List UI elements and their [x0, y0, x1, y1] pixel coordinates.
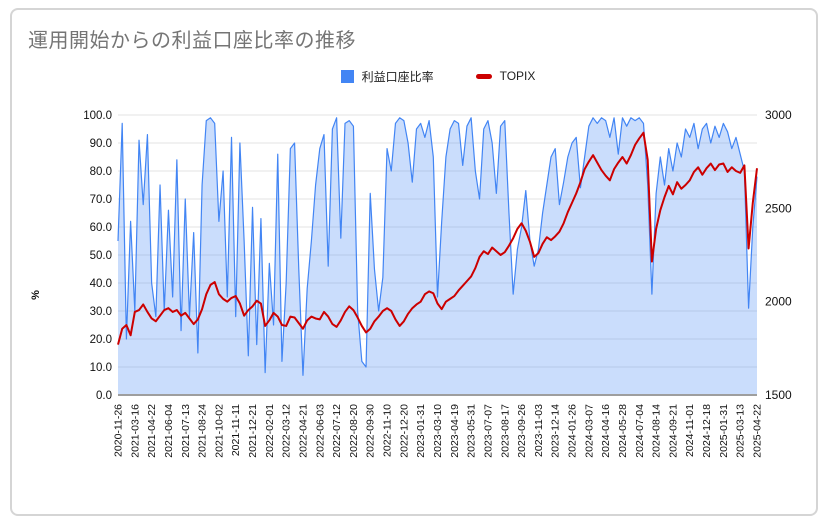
x-tick-label: 2023-05-31	[466, 404, 478, 458]
topix-line	[117, 131, 758, 345]
x-tick-label: 2021-12-21	[247, 404, 259, 458]
x-tick-label: 2021-06-04	[163, 404, 175, 458]
legend-item-topix: TOPIX	[475, 69, 536, 83]
x-tick-label: 2022-07-12	[331, 404, 343, 458]
x-tick-label: 2022-09-30	[365, 404, 377, 458]
profit-ratio-area-fill	[118, 117, 757, 396]
x-tick-label: 2024-11-01	[684, 404, 696, 457]
chart-title: 運用開始からの利益口座比率の推移	[28, 30, 356, 52]
x-tick-label: 2024-05-28	[617, 404, 629, 458]
y-tick-label-left: 20.0	[90, 334, 112, 346]
x-tick-label: 2021-08-24	[197, 404, 209, 458]
x-tick-label: 2022-11-10	[382, 404, 394, 457]
y-tick-label-left: 100.0	[83, 110, 112, 122]
x-tick-label: 2025-01-31	[718, 404, 730, 458]
x-tick-label: 2022-03-12	[281, 404, 293, 458]
chart-card	[10, 8, 818, 516]
x-tick-label: 2024-12-18	[701, 404, 713, 458]
y-tick-label-left: 60.0	[90, 222, 112, 234]
y-tick-label-right: 3000	[765, 108, 792, 122]
x-tick-label: 2024-04-16	[600, 404, 612, 458]
x-tick-label: 2022-12-20	[398, 404, 410, 458]
x-tick-label: 2024-01-26	[567, 404, 579, 458]
x-tick-label: 2024-07-04	[634, 404, 646, 458]
x-tick-label: 2022-06-03	[314, 404, 326, 458]
legend: 利益口座比率 TOPIX	[118, 66, 758, 86]
y-tick-label-left: 10.0	[90, 362, 112, 374]
x-tick-label: 2021-04-22	[146, 404, 158, 458]
topix-swatch-icon	[475, 73, 492, 79]
x-tick-label: 2023-04-19	[449, 404, 461, 458]
legend-label-topix: TOPIX	[499, 69, 536, 83]
x-tick-label: 2023-12-14	[550, 404, 562, 458]
x-tick-label: 2024-08-14	[651, 404, 663, 458]
x-tick-label: 2024-09-21	[667, 404, 679, 458]
x-tick-label: 2021-07-13	[180, 404, 192, 458]
x-tick-label: 2022-04-21	[297, 404, 309, 458]
x-tick-label: 2023-08-17	[499, 404, 511, 458]
x-tick-label: 2023-01-31	[415, 404, 427, 458]
profit-ratio-swatch-icon	[340, 69, 354, 83]
x-tick-label: 2021-03-16	[129, 404, 141, 458]
y-tick-label-left: 0.0	[96, 390, 112, 402]
x-tick-label: 2025-03-13	[735, 404, 747, 458]
y-tick-label-right: 1500	[765, 388, 792, 402]
legend-label-profit-ratio: 利益口座比率	[361, 69, 434, 84]
x-tick-label: 2021-10-02	[213, 404, 225, 458]
y-tick-label-left: 70.0	[90, 194, 112, 206]
x-tick-label: 2022-02-01	[264, 404, 276, 458]
x-tick-label: 2020-11-26	[113, 404, 125, 457]
y-tick-label-left: 90.0	[90, 138, 112, 150]
y-tick-label-left: 40.0	[90, 278, 112, 290]
profit-ratio-area-line	[117, 117, 758, 376]
y-tick-label-right: 2500	[765, 201, 792, 215]
y-tick-label-left: 30.0	[90, 306, 112, 318]
legend-item-profit-ratio: 利益口座比率	[340, 68, 434, 85]
x-tick-label: 2025-04-22	[752, 404, 764, 458]
x-tick-label: 2023-03-10	[432, 404, 444, 458]
x-tick-label: 2023-07-07	[482, 404, 494, 458]
y-tick-label-left: 80.0	[90, 166, 112, 178]
y-tick-label-left: 50.0	[90, 250, 112, 262]
x-tick-label: 2023-11-03	[533, 404, 545, 457]
x-tick-label: 2021-11-11	[230, 404, 242, 456]
y-tick-label-right: 2000	[765, 295, 792, 309]
x-tick-label: 2024-03-07	[583, 404, 595, 458]
x-tick-label: 2023-09-26	[516, 404, 528, 458]
x-tick-label: 2022-08-20	[348, 404, 360, 458]
